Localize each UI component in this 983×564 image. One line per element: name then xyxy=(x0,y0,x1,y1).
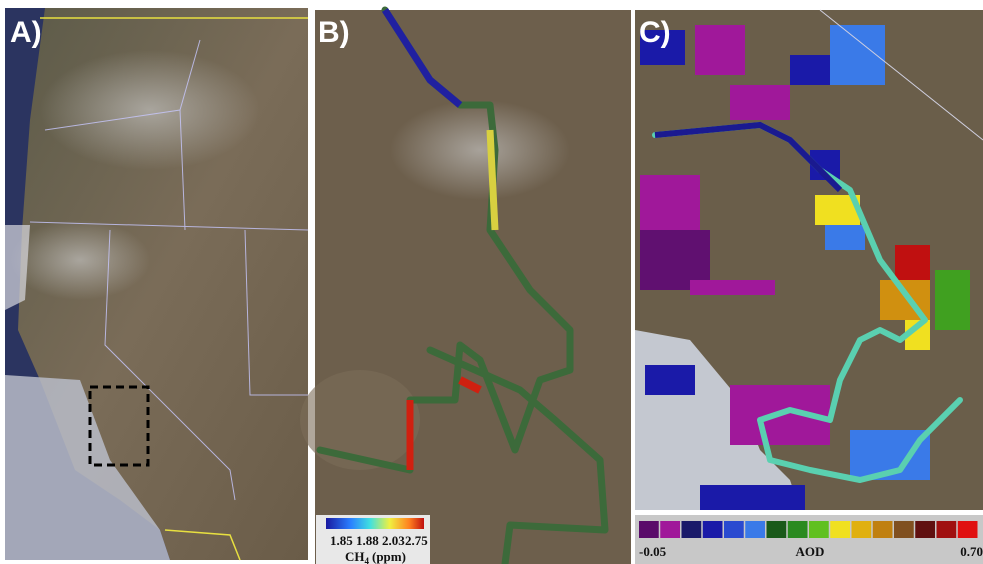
colorbar-cell xyxy=(873,521,893,538)
title-base: CH xyxy=(345,549,365,564)
colorbar-tick: 2.75 xyxy=(405,533,428,548)
colorbar-cell xyxy=(830,521,850,538)
panel-c: -0.05 AOD 0.70 C) xyxy=(635,10,983,564)
colorbar-tick: 1.88 xyxy=(356,533,379,548)
colorbar-title: AOD xyxy=(796,544,825,559)
smoke xyxy=(10,220,150,300)
colorbar-cell xyxy=(937,521,957,538)
title-subscript: 4 xyxy=(365,556,370,564)
colorbar-max: 0.70 xyxy=(960,544,983,559)
smoke xyxy=(390,100,570,200)
colorbar-min: -0.05 xyxy=(639,544,667,559)
colorbar-cell xyxy=(894,521,914,538)
colorbar-cell xyxy=(660,521,680,538)
colorbar-cell xyxy=(682,521,702,538)
colorbar-cell xyxy=(788,521,808,538)
panel-b: 1.85 1.88 2.03 2.75 CH4(ppm) B) xyxy=(300,10,631,564)
flight-track-segment xyxy=(490,130,495,230)
colorbar-title: CH4(ppm) xyxy=(345,549,406,564)
figure: A) 1.85 1.88 2.03 2.75 CH4(ppm) B) xyxy=(0,0,983,564)
panel-a: A) xyxy=(5,8,308,560)
colorbar: -0.05 AOD 0.70 xyxy=(635,515,983,564)
title-unit: (ppm) xyxy=(372,549,406,564)
map-background xyxy=(315,10,631,564)
colorbar-tick: 2.03 xyxy=(382,533,405,548)
terrain xyxy=(300,370,420,470)
colorbar-tick: 1.85 xyxy=(330,533,353,548)
smoke xyxy=(40,50,260,170)
panel-label: C) xyxy=(639,16,671,49)
colorbar-cell xyxy=(852,521,872,538)
colorbar-cell xyxy=(745,521,765,538)
colorbar-cell xyxy=(724,521,744,538)
colorbar-cell xyxy=(915,521,935,538)
colorbar-scale xyxy=(326,518,424,529)
panel-label: B) xyxy=(318,16,350,49)
colorbar-cell xyxy=(767,521,787,538)
colorbar-cell xyxy=(958,521,978,538)
panel-label: A) xyxy=(10,16,42,49)
colorbar: 1.85 1.88 2.03 2.75 CH4(ppm) xyxy=(316,515,430,564)
colorbar-cell xyxy=(639,521,659,538)
colorbar-cell xyxy=(703,521,723,538)
colorbar-cell xyxy=(809,521,829,538)
